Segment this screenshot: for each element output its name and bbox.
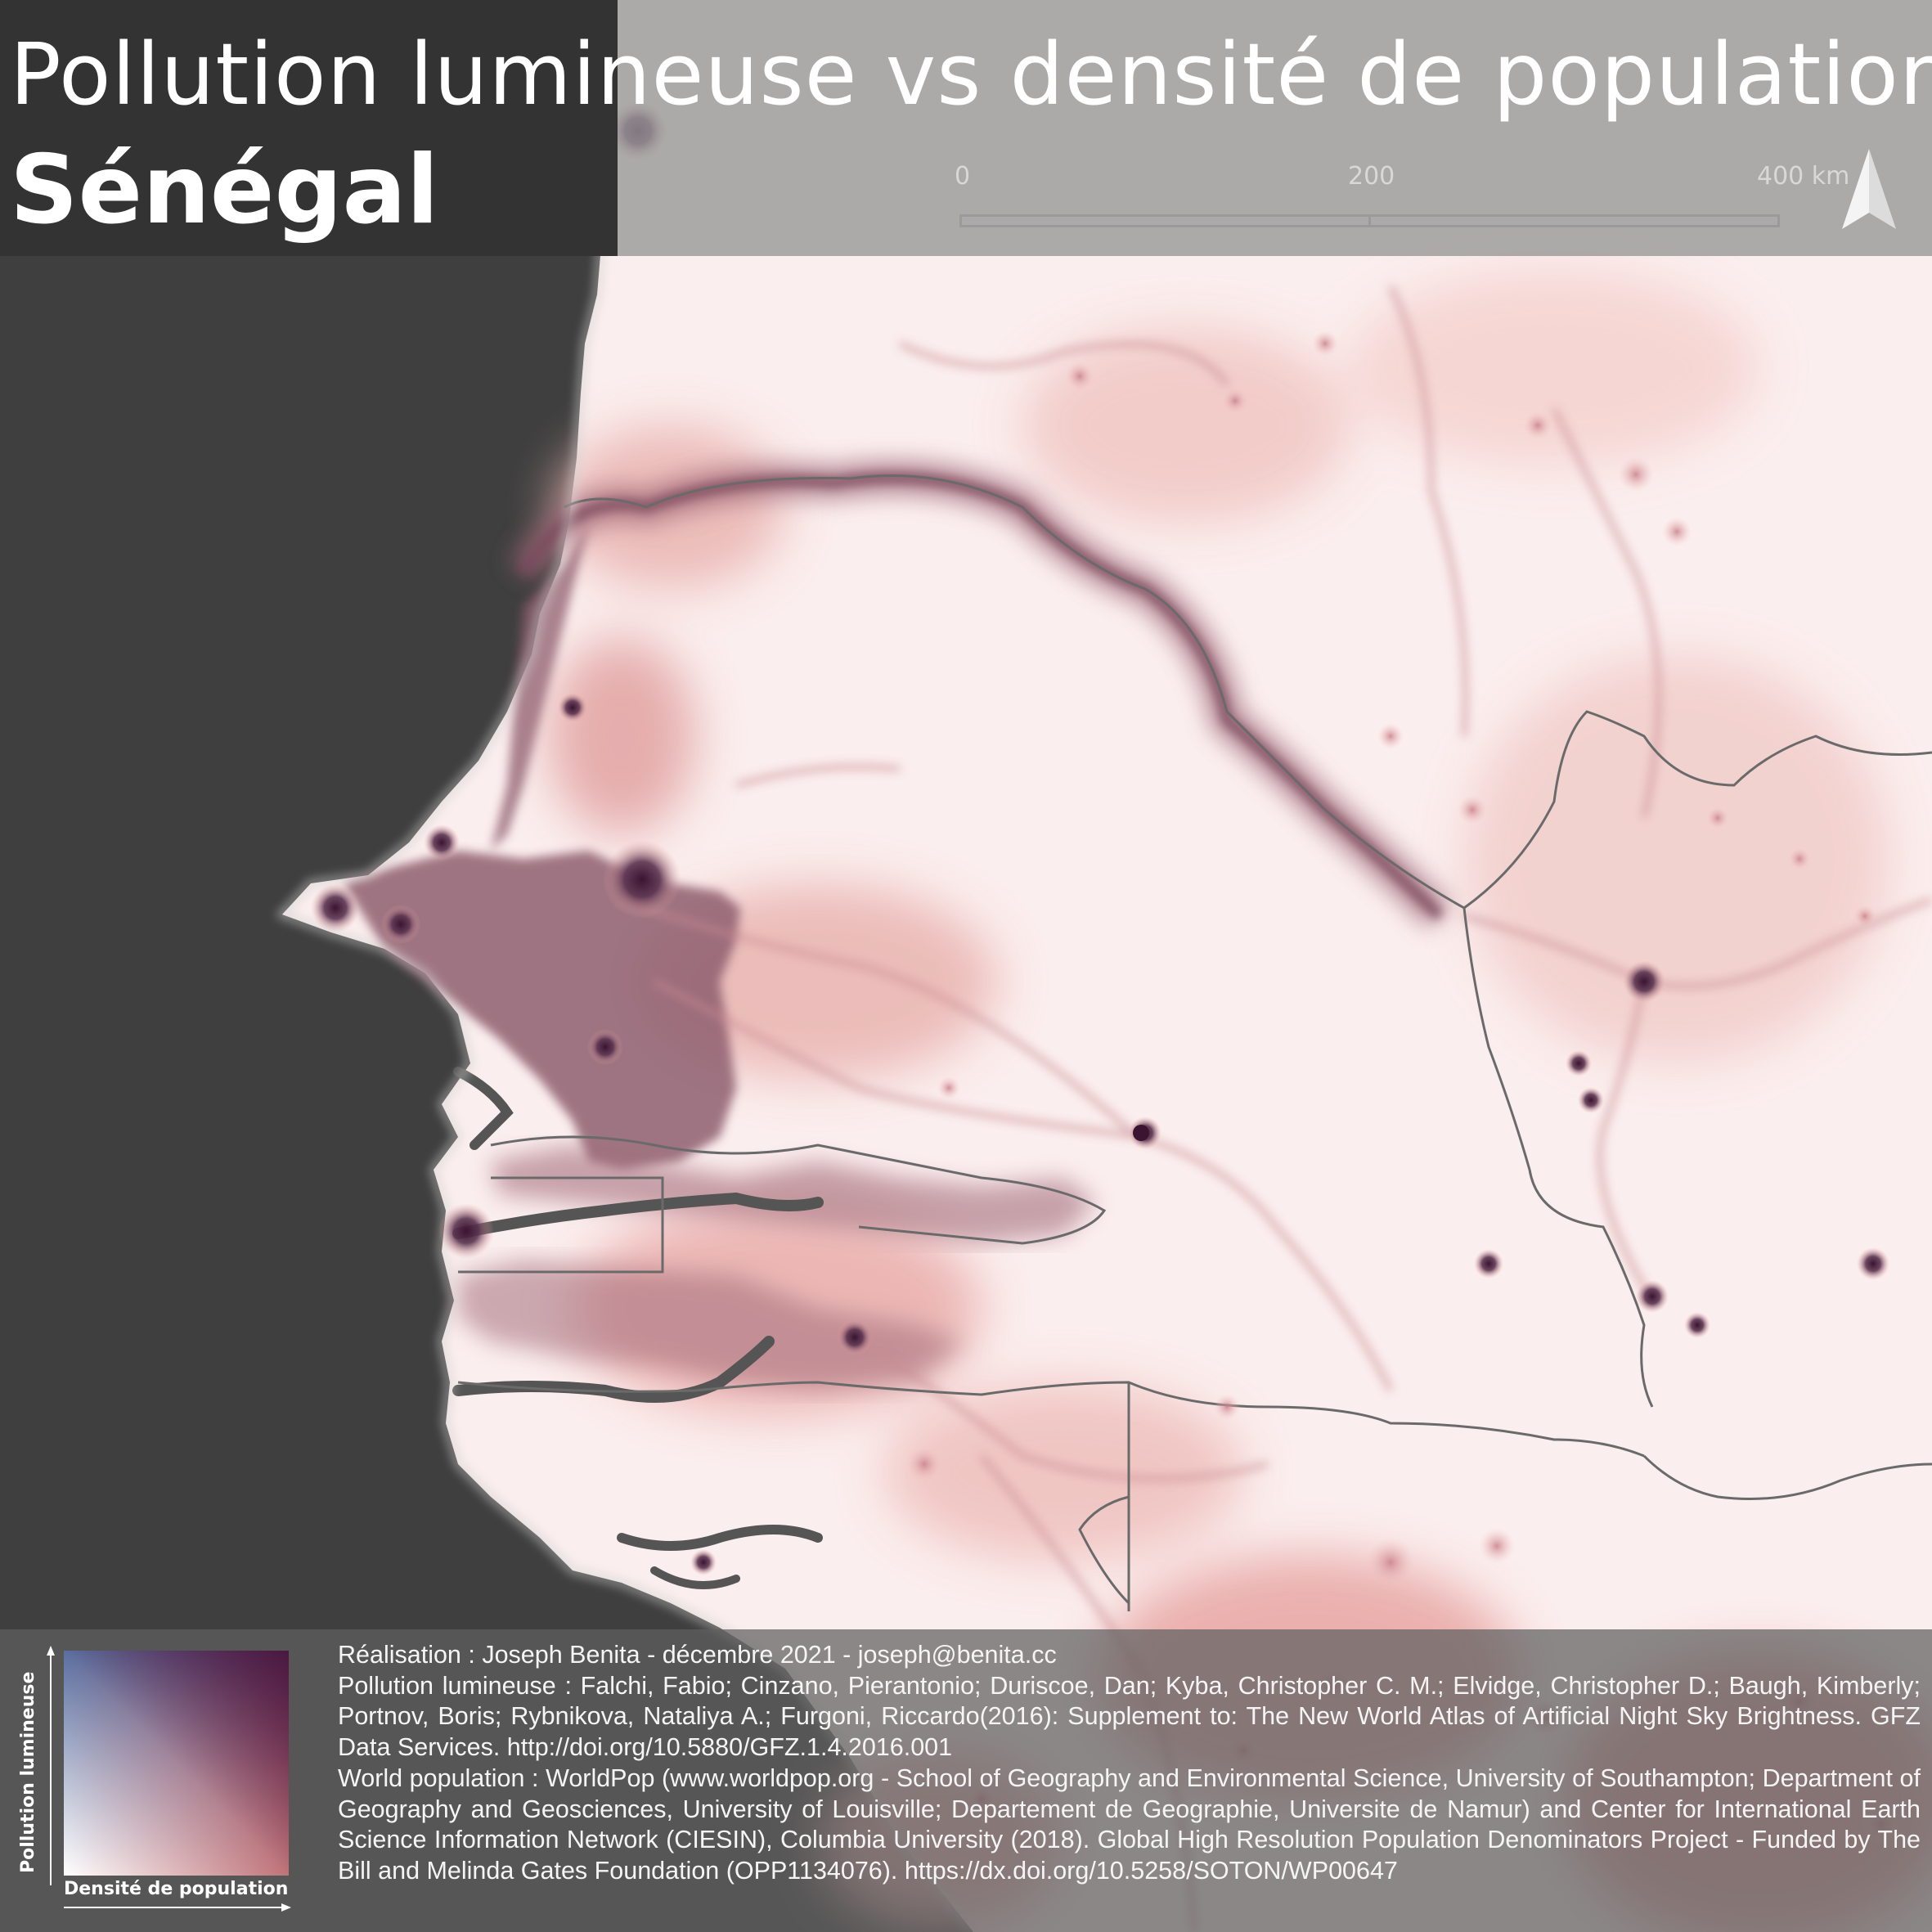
mauve-gambia-band — [491, 1145, 1096, 1243]
city-thies — [424, 824, 460, 860]
credit-light-pollution: Pollution lumineuse : Falchi, Fabio; Cin… — [338, 1671, 1921, 1762]
city-louga — [558, 693, 587, 722]
north-arrow-icon — [1842, 149, 1896, 229]
legend-x-axis-label: Densité de population — [64, 1879, 289, 1899]
credit-author: Réalisation : Joseph Benita - décembre 2… — [338, 1641, 1057, 1669]
credit-population: World population : WorldPop (www.worldpo… — [338, 1764, 1921, 1885]
country-borders — [457, 474, 1932, 1611]
footer-panel — [0, 1629, 1932, 1932]
bivariate-legend-overlay — [64, 1651, 289, 1876]
scale-bar-segment-1 — [959, 214, 1371, 227]
scale-label-400: 400 km — [1757, 162, 1850, 191]
city-ziguinchor — [837, 1319, 873, 1355]
city-banjul — [438, 1203, 494, 1259]
mauve-coast — [491, 523, 589, 851]
map-title: Pollution lumineuse vs densité de popula… — [10, 25, 1932, 124]
city-east-4 — [1474, 1249, 1503, 1278]
title-dark-panel — [0, 0, 618, 256]
country-title: Sénégal — [10, 135, 439, 245]
mauve-casamance — [458, 1260, 965, 1391]
city-bamako-west — [1857, 1247, 1889, 1280]
legend-y-axis-label: Pollution lumineuse — [18, 1671, 38, 1873]
mauve-region-west — [344, 851, 740, 1170]
scale-bar-segment-2 — [1368, 214, 1780, 227]
city-kayes — [1623, 960, 1665, 1003]
scale-label-0: 0 — [955, 162, 971, 191]
coastline — [275, 97, 977, 1932]
city-touba — [603, 840, 681, 919]
scale-label-200: 200 — [1348, 162, 1395, 191]
rivers — [452, 1067, 824, 1589]
city-kedougou — [1636, 1280, 1669, 1313]
city-bissau — [690, 1549, 717, 1575]
city-dakar — [311, 883, 360, 932]
city-east-1 — [1566, 1050, 1592, 1076]
city-east-3 — [1684, 1312, 1710, 1338]
arrow-right-icon — [281, 1903, 291, 1912]
city-east-2 — [1578, 1087, 1604, 1113]
arrow-up-icon — [47, 1646, 55, 1656]
legend-axes — [47, 1646, 291, 1912]
city-core — [1133, 1125, 1149, 1141]
city-rufisque — [381, 905, 420, 944]
city-kaolack — [587, 1029, 623, 1065]
credits: Réalisation : Joseph Benita - décembre 2… — [338, 1640, 1921, 1887]
